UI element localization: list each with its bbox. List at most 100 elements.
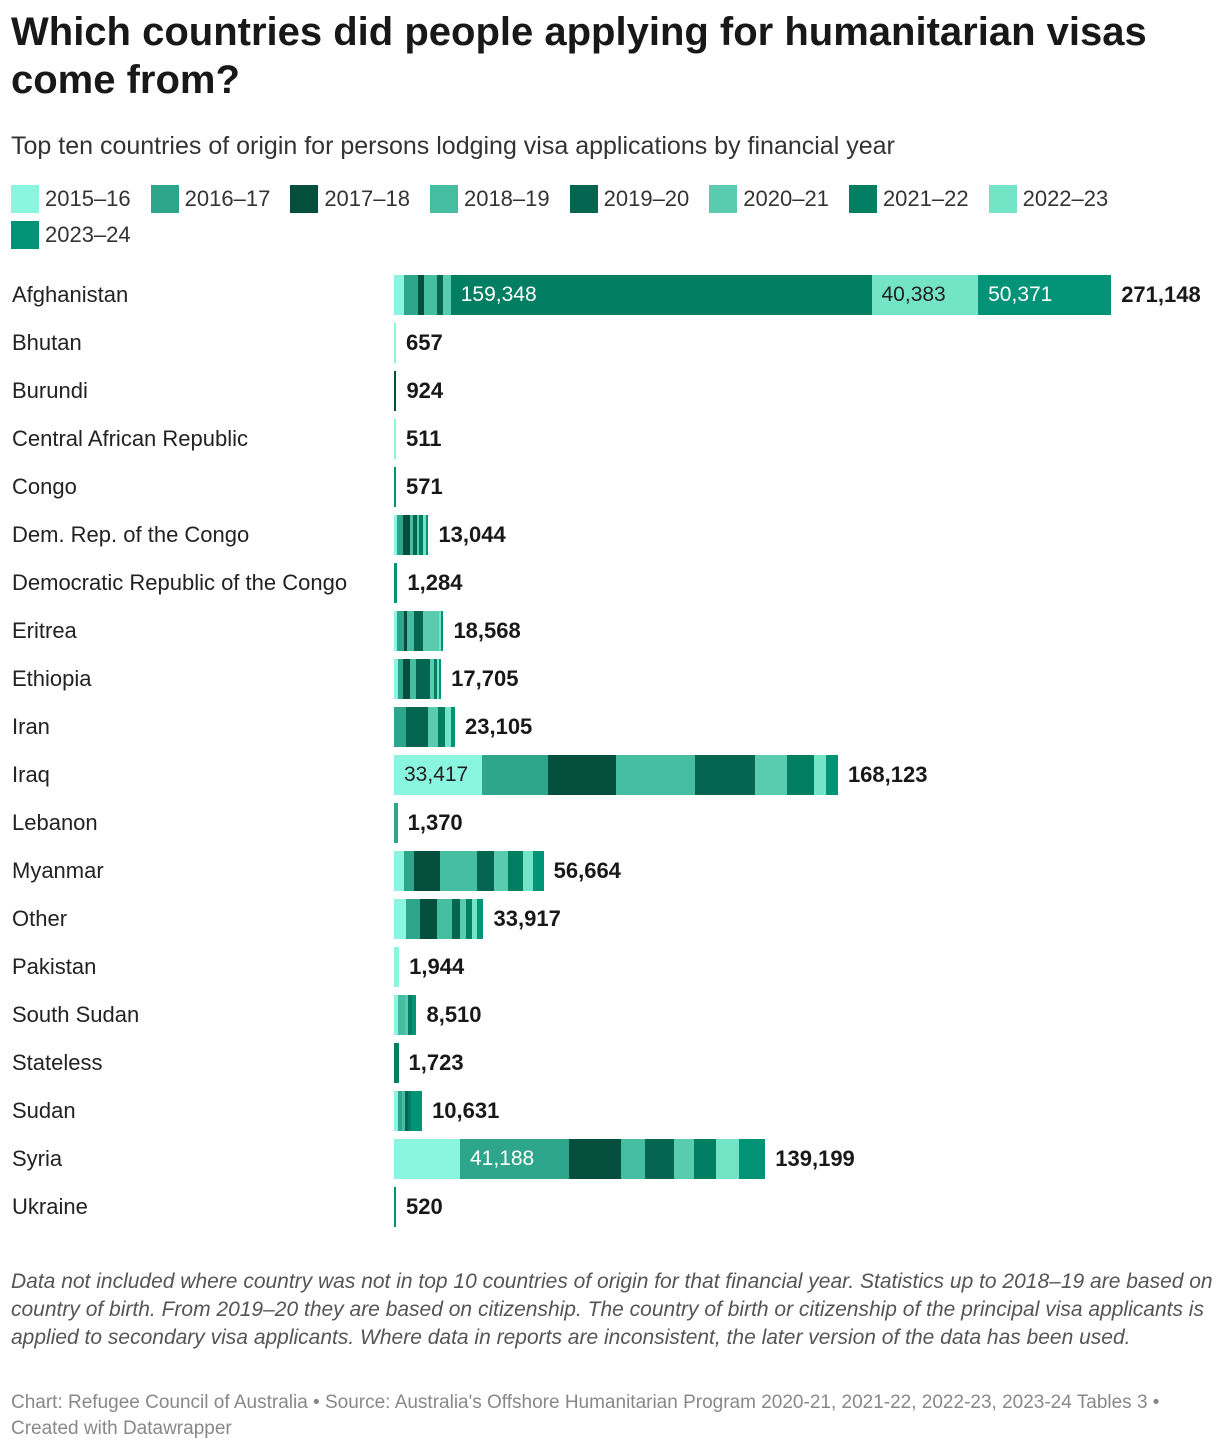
segment-value-label: 50,371 — [988, 283, 1053, 306]
bar-segment — [406, 611, 414, 651]
bar-segment — [403, 611, 407, 651]
bar-segment — [394, 323, 396, 363]
bar-segment — [413, 515, 417, 555]
bar-segment — [420, 899, 438, 939]
row-total-label: 168,123 — [847, 762, 928, 787]
bar-segment — [394, 467, 396, 507]
stacked-bar — [394, 851, 544, 891]
legend-swatch — [11, 185, 39, 213]
bar-segment — [394, 659, 398, 699]
bar-segment — [405, 707, 429, 747]
legend-label: 2019–20 — [603, 186, 690, 211]
bar-segment — [411, 995, 417, 1035]
bar-segment — [451, 899, 461, 939]
legend-swatch — [988, 185, 1017, 213]
bar-segment — [416, 515, 420, 555]
row-label: Democratic Republic of the Congo — [12, 570, 348, 595]
legend-item: 2017–18 — [290, 185, 410, 213]
bar-segment — [397, 659, 403, 699]
bar-segment — [404, 995, 408, 1035]
row-total-label: 1,284 — [407, 570, 463, 595]
stacked-bar: 41,188 — [394, 1139, 766, 1179]
bar-row: Syria 41,188 139,199 — [0, 1135, 1220, 1183]
row-label: Ukraine — [12, 1194, 88, 1219]
bar-segment — [397, 995, 405, 1035]
bar-segment — [568, 1139, 621, 1179]
row-label: Other — [12, 906, 68, 931]
legend: 2015–16 2016–17 2017–18 2018–19 2019–20 2020–… — [11, 185, 1216, 249]
bar-segment — [813, 755, 826, 795]
bar-segment — [424, 275, 438, 315]
legend-label: 2018–19 — [463, 186, 550, 211]
bar-segment — [451, 707, 455, 747]
bar-segment — [471, 899, 477, 939]
bar-segment — [397, 611, 404, 651]
stacked-bar — [394, 563, 398, 603]
segment-value-label: 159,348 — [460, 283, 537, 306]
row-label: Eritrea — [12, 618, 77, 643]
stacked-bar — [394, 467, 396, 507]
bar-row: Stateless 1,723 — [0, 1039, 1220, 1087]
bar-segment — [394, 899, 406, 939]
bar-segment — [439, 851, 478, 891]
bar-segment — [825, 755, 838, 795]
bar-segment — [394, 611, 398, 651]
bar-segment — [443, 275, 451, 315]
bar-segment — [394, 563, 398, 603]
legend-item: 2018–19 — [429, 185, 550, 213]
legend-item: 2016–17 — [150, 185, 270, 213]
legend-item: 2020–21 — [709, 185, 829, 213]
bar-segment — [466, 899, 472, 939]
bar-row: Pakistan 1,944 — [0, 943, 1220, 991]
bar-segment — [425, 515, 429, 555]
row-total-label: 56,664 — [553, 858, 621, 883]
stacked-bar — [394, 995, 417, 1035]
bar-segment — [438, 611, 442, 651]
bar-segment — [437, 275, 444, 315]
bar-segment — [402, 515, 410, 555]
bar-segment — [754, 755, 787, 795]
row-label: Sudan — [12, 1098, 76, 1123]
bar-segment — [476, 899, 484, 939]
legend-swatch — [709, 185, 738, 213]
row-total-label: 33,917 — [493, 906, 561, 931]
stacked-bar — [394, 707, 455, 747]
bar-segment — [409, 659, 417, 699]
bar-segment — [411, 1091, 423, 1131]
bar-segment — [394, 995, 398, 1035]
stacked-bar — [394, 1043, 399, 1083]
legend-swatch — [290, 185, 319, 213]
bar-row: Burundi 924 — [0, 367, 1220, 415]
segment-value-label: 40,383 — [881, 283, 946, 306]
legend-label: 2021–22 — [882, 186, 969, 211]
row-label: Bhutan — [12, 330, 82, 355]
bar-row: Central African Republic 511 — [0, 415, 1220, 463]
bar-segment — [437, 899, 452, 939]
stacked-bar — [394, 899, 484, 939]
bar-row: Ethiopia 17,705 — [0, 655, 1220, 703]
bar-segment — [394, 1187, 396, 1227]
stacked-bar — [394, 803, 398, 843]
bar-segment — [482, 755, 549, 795]
row-label: Iran — [12, 714, 50, 739]
chart-subtitle: Top ten countries of origin for persons … — [11, 132, 895, 160]
bar-segment — [401, 1091, 406, 1131]
bar-segment — [738, 1139, 766, 1179]
bar-segment — [523, 851, 533, 891]
bar-segment — [419, 515, 423, 555]
segment-value-label: 41,188 — [470, 1147, 535, 1170]
row-total-label: 1,370 — [407, 810, 463, 835]
legend-label: 2022–23 — [1022, 186, 1109, 211]
stacked-bar: 159,348 40,383 50,371 — [394, 275, 1112, 315]
row-label: Stateless — [12, 1050, 103, 1075]
legend-label: 2020–21 — [743, 186, 829, 211]
bar-segment — [394, 1139, 460, 1179]
bar-row: Eritrea 18,568 — [0, 607, 1220, 655]
stacked-bar — [394, 611, 444, 651]
bar-segment — [645, 1139, 674, 1179]
row-total-label: 13,044 — [438, 522, 506, 547]
legend-label: 2015–16 — [45, 186, 131, 211]
bar-segment — [394, 1043, 399, 1083]
bar-segment — [694, 1139, 717, 1179]
bar-segment — [405, 899, 421, 939]
